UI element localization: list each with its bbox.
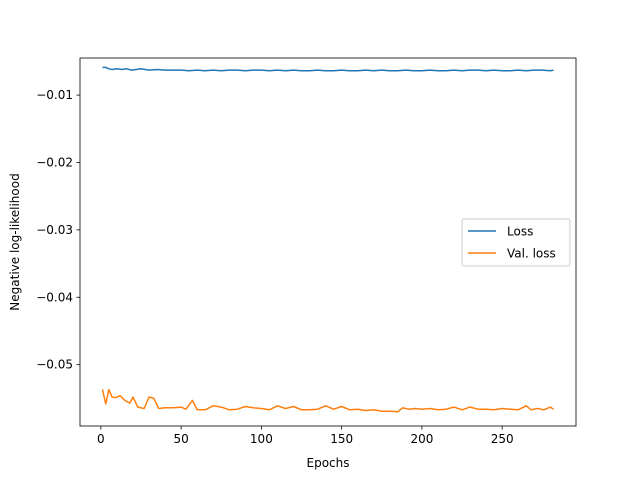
y-tick-label: −0.01 xyxy=(36,88,73,102)
x-tick-label: 50 xyxy=(173,432,188,446)
legend-label-val-loss: Val. loss xyxy=(507,247,556,261)
x-tick-label: 150 xyxy=(330,432,353,446)
y-tick-label: −0.02 xyxy=(36,155,73,169)
legend-label-loss: Loss xyxy=(507,225,533,239)
x-tick-label: 250 xyxy=(491,432,514,446)
y-tick-label: −0.04 xyxy=(36,290,73,304)
y-axis-label: Negative log-likelihood xyxy=(8,173,22,310)
legend: Loss Val. loss xyxy=(461,218,571,267)
x-tick-label: 0 xyxy=(97,432,105,446)
y-tick-label: −0.05 xyxy=(36,358,73,372)
y-axis: −0.01 −0.02 −0.03 −0.04 −0.05 xyxy=(36,88,80,372)
y-tick-label: −0.03 xyxy=(36,223,73,237)
series-layer xyxy=(101,66,554,413)
series-line-loss xyxy=(102,66,554,72)
plot-frame xyxy=(79,57,577,427)
x-axis: 0 50 100 150 200 250 xyxy=(97,426,514,446)
x-axis-label: Epochs xyxy=(307,456,350,470)
series-line-val-loss xyxy=(101,388,554,413)
x-tick-label: 200 xyxy=(410,432,433,446)
x-tick-label: 100 xyxy=(250,432,273,446)
